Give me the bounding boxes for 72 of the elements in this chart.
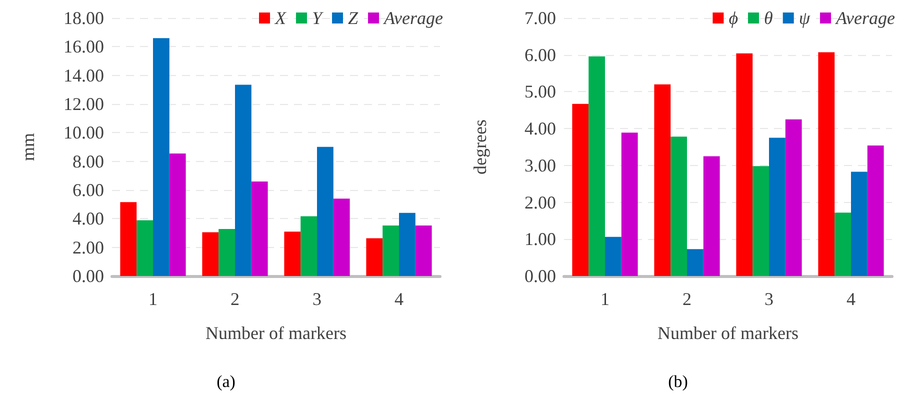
bar: [136, 220, 153, 276]
x-tick-label: 2: [230, 289, 240, 309]
legend-label: ψ: [798, 8, 811, 28]
bar: [736, 53, 753, 276]
bar: [654, 84, 671, 276]
bar: [687, 249, 704, 276]
y-tick-label: 5.00: [524, 82, 556, 102]
bar: [153, 38, 170, 276]
y-tick-label: 10.00: [64, 122, 104, 143]
bar: [284, 232, 301, 276]
text: (a): [216, 372, 236, 391]
y-tick-label: 12.00: [64, 94, 104, 114]
y-tick-label: 2.00: [524, 192, 556, 212]
x-tick-label: 4: [846, 289, 856, 309]
bar: [120, 202, 137, 276]
x-axis-title: Number of markers: [658, 323, 798, 343]
y-tick-label: 18.00: [64, 8, 104, 28]
y-tick-label: 6.00: [72, 180, 104, 200]
y-tick-label: 1.00: [524, 229, 556, 250]
y-tick-label: 3.00: [524, 155, 556, 176]
bar: [752, 166, 769, 276]
x-tick-label: 2: [682, 289, 692, 309]
bar: [769, 138, 786, 276]
bar: [572, 104, 589, 276]
bar: [851, 172, 868, 276]
bar: [317, 146, 334, 276]
y-tick-label: 7.00: [524, 8, 556, 28]
legend-label: Z: [348, 8, 360, 28]
y-tick-label: 4.00: [72, 208, 104, 229]
bar: [867, 146, 884, 276]
y-axis-title: mm: [18, 132, 38, 162]
legend-label: Y: [312, 8, 324, 28]
text: (b): [668, 372, 688, 391]
y-tick-label: 0.00: [524, 266, 556, 286]
bar: [235, 84, 252, 276]
bar: [670, 136, 687, 276]
x-tick-label: 1: [600, 289, 610, 309]
x-axis-title: Number of markers: [206, 323, 346, 343]
bar: [251, 182, 268, 276]
bar: [818, 52, 835, 276]
legend-label: Average: [835, 8, 896, 28]
x-tick-label: 3: [312, 289, 322, 309]
bar: [621, 132, 638, 276]
x-tick-label: 1: [148, 289, 158, 309]
bar: [703, 156, 720, 276]
bar: [300, 216, 317, 276]
legend-label: ϕ: [728, 8, 738, 28]
x-tick-label: 4: [394, 289, 404, 309]
bar: [588, 56, 605, 276]
legend-label: X: [274, 8, 288, 28]
bar: [169, 153, 186, 276]
y-tick-label: 2.00: [72, 237, 104, 258]
legend-label: Average: [383, 8, 444, 28]
bar: [333, 198, 350, 276]
bar: [415, 226, 432, 276]
bar: [785, 119, 802, 276]
bar: [399, 212, 416, 276]
y-axis-title: degrees: [470, 120, 490, 174]
bar: [366, 238, 383, 276]
legend-label: θ: [764, 8, 774, 28]
bar: [382, 226, 399, 276]
y-tick-label: 8.00: [72, 151, 104, 172]
y-tick-label: 4.00: [524, 118, 556, 139]
y-tick-label: 6.00: [524, 44, 556, 65]
x-tick-label: 3: [764, 289, 774, 309]
bar: [218, 228, 235, 276]
bar: [834, 212, 851, 276]
bar: [605, 236, 622, 276]
y-tick-label: 16.00: [64, 36, 104, 57]
bar: [202, 232, 219, 276]
y-tick-label: 0.00: [72, 266, 104, 286]
y-tick-label: 14.00: [64, 65, 104, 86]
